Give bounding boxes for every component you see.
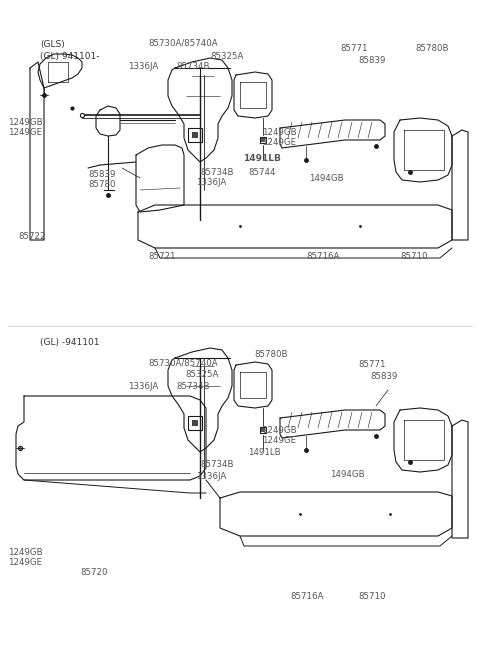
- Text: 1336JA: 1336JA: [196, 472, 226, 481]
- Text: 85730A/85740A: 85730A/85740A: [148, 358, 217, 367]
- Text: (GL) -941101: (GL) -941101: [40, 338, 99, 347]
- Text: 1494GB: 1494GB: [330, 470, 365, 479]
- Text: 85744: 85744: [248, 168, 276, 177]
- Text: 85839: 85839: [358, 56, 385, 65]
- Text: 1491LB: 1491LB: [243, 154, 281, 163]
- Text: 1336JA: 1336JA: [128, 382, 158, 391]
- Text: 85780B: 85780B: [415, 44, 448, 53]
- Text: 85720: 85720: [80, 568, 108, 577]
- Text: 1249GB: 1249GB: [8, 548, 43, 557]
- Text: 1249GB: 1249GB: [262, 426, 297, 435]
- Text: 85730A/85740A: 85730A/85740A: [148, 38, 217, 47]
- Text: 1249GE: 1249GE: [262, 436, 296, 445]
- Text: 85771: 85771: [340, 44, 368, 53]
- Text: 1249GE: 1249GE: [262, 138, 296, 147]
- Text: 85721: 85721: [148, 252, 176, 261]
- Text: 85839: 85839: [370, 372, 397, 381]
- Bar: [188, 128, 202, 142]
- Text: 1249GE: 1249GE: [8, 128, 42, 137]
- Text: 85839: 85839: [88, 170, 115, 179]
- Text: 85771: 85771: [358, 360, 385, 369]
- Text: 1336JA: 1336JA: [128, 62, 158, 71]
- Bar: [188, 416, 202, 430]
- Text: 1494GB: 1494GB: [309, 174, 344, 183]
- Text: 85722: 85722: [18, 232, 46, 241]
- Text: 85710: 85710: [400, 252, 428, 261]
- Text: (GLS): (GLS): [40, 40, 65, 49]
- Text: 85780B: 85780B: [254, 350, 288, 359]
- Text: (GL) 941101-: (GL) 941101-: [40, 52, 99, 61]
- Text: 1336JA: 1336JA: [196, 178, 226, 187]
- Text: 85716A: 85716A: [290, 592, 324, 601]
- Text: 85716A: 85716A: [306, 252, 339, 261]
- Text: 85734B: 85734B: [200, 460, 233, 469]
- Text: 85734B: 85734B: [176, 62, 209, 71]
- Text: 85734B: 85734B: [200, 168, 233, 177]
- Text: 1249GB: 1249GB: [8, 118, 43, 127]
- Text: 1249GE: 1249GE: [8, 558, 42, 567]
- Text: 85325A: 85325A: [210, 52, 243, 61]
- Text: 1249GB: 1249GB: [262, 128, 297, 137]
- Text: 85734B: 85734B: [176, 382, 209, 391]
- Text: 85710: 85710: [358, 592, 385, 601]
- Text: 85780: 85780: [88, 180, 116, 189]
- Text: 85325A: 85325A: [185, 370, 218, 379]
- Text: 1491LB: 1491LB: [248, 448, 281, 457]
